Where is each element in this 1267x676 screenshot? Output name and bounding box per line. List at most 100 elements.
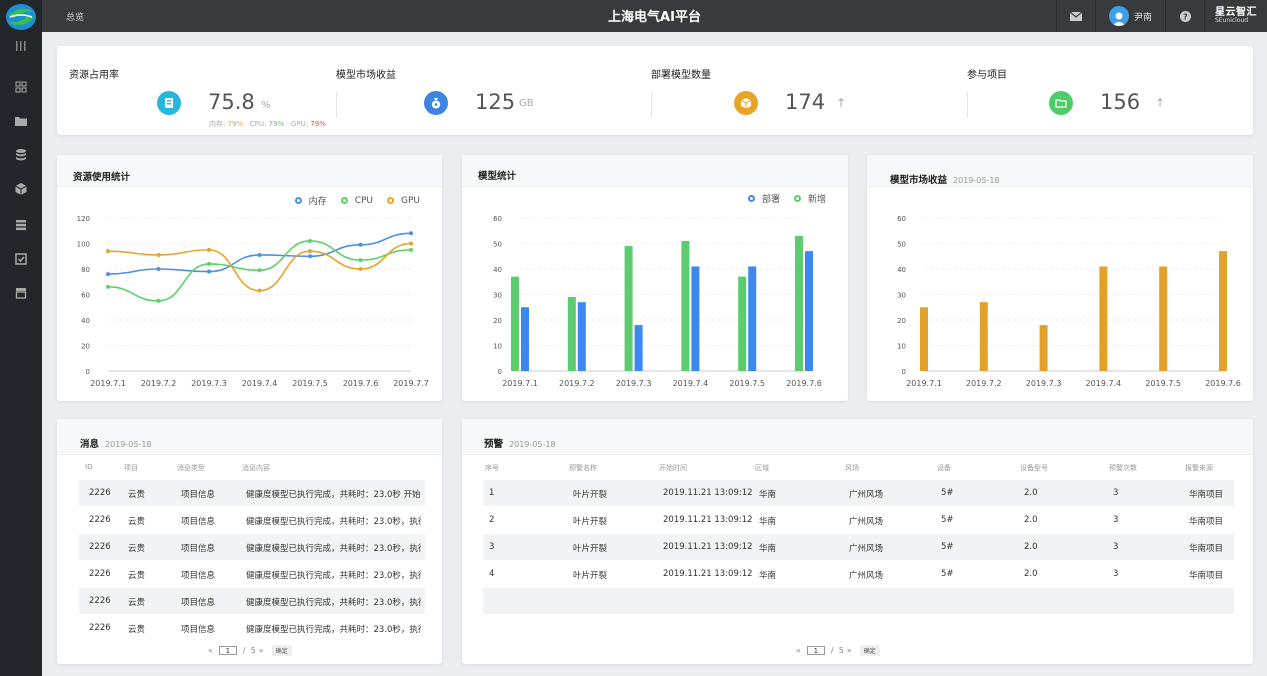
legend-item-gpu[interactable]: GPU: [387, 194, 420, 207]
table-cell: 2019.11.21 13:09:12: [663, 515, 753, 525]
stat-label-projects: 参与项目: [967, 70, 1007, 81]
table-cell: 1: [489, 488, 495, 498]
archive-icon[interactable]: [14, 286, 28, 300]
legend-label: CPU: [354, 195, 373, 206]
menu-toggle-icon[interactable]: [14, 40, 28, 52]
data-point: [358, 242, 363, 247]
data-point: [308, 238, 312, 243]
divider: [1056, 0, 1057, 32]
bar-income: [1159, 266, 1168, 371]
bar-income: [1219, 251, 1227, 371]
table-row[interactable]: 4 叶片开裂 2019.11.21 13:09:12 华南 广州风场 5# 2.0 3 华南项目: [483, 561, 1234, 587]
page-separator: /: [242, 646, 246, 655]
card-header: 预警 2019-05-18: [462, 419, 1253, 455]
go-button[interactable]: 确定: [271, 645, 292, 656]
data-point: [257, 268, 262, 273]
table-cell: 健康度模型已执行完成，共耗时：23.0秒，执行开始…: [246, 571, 421, 581]
database-icon[interactable]: [14, 148, 28, 162]
column-header: ID: [85, 463, 93, 471]
table-cell: 华南项目: [1189, 490, 1224, 500]
table-cell: 云贵: [128, 490, 146, 500]
stats-card: 资源占用率 75.8 % 内存: 79% CPU: 79% GPU: 79% 模…: [57, 46, 1253, 135]
page-input[interactable]: 1: [806, 646, 825, 655]
x-tick-label: 2019.7.4: [673, 379, 709, 388]
go-button[interactable]: 确定: [859, 645, 880, 656]
divider: [1095, 0, 1096, 32]
legend-item-cpu[interactable]: CPU: [340, 194, 373, 207]
dashboard-icon[interactable]: [14, 80, 28, 94]
stat-value-projects: 156: [1100, 90, 1141, 114]
sidebar: [0, 0, 42, 676]
box-icon: [734, 91, 758, 115]
gpu-value: 79%: [310, 120, 326, 128]
list-icon[interactable]: [14, 218, 28, 232]
column-header: 开始时间: [659, 464, 687, 472]
bar-deploy: [634, 325, 643, 371]
legend-item-memory[interactable]: 内存: [294, 194, 327, 207]
legend-marker: [793, 195, 801, 202]
mem-label: 内存:: [209, 120, 226, 128]
legend-item-deploy[interactable]: 部署: [747, 192, 780, 205]
table-row[interactable]: 3 叶片开裂 2019.11.21 13:09:12 华南 广州风场 5# 2.0 3 华南项目: [483, 534, 1234, 560]
column-header: 消息类型: [177, 464, 205, 472]
table-row[interactable]: 2226 云贵 项目信息 健康度模型已执行完成，共耗时：23.0秒，执行开始…: [79, 534, 425, 560]
card-title: 模型市场收益 2019-05-18: [890, 172, 1000, 186]
resource-breakdown: 内存: 79% CPU: 79% GPU: 79%: [209, 119, 326, 129]
table-row[interactable]: 2226 云贵 项目信息 健康度模型已执行完成，共耗时：23.0秒，执行开始…: [79, 588, 425, 614]
chart-legend: 部署 新增: [734, 192, 826, 205]
prev-page-button[interactable]: «: [796, 646, 801, 655]
mail-button[interactable]: [1057, 0, 1095, 32]
bar-income: [1099, 266, 1108, 371]
table-row[interactable]: 2226 云贵 项目信息 健康度模型已执行完成，共耗时：23.0秒，执行开始…: [79, 507, 425, 533]
table-cell: 2226: [89, 569, 111, 579]
table-row[interactable]: 2 叶片开裂 2019.11.21 13:09:12 华南 广州风场 5# 2.0 3 华南项目: [483, 507, 1234, 533]
y-tick-label: 30: [493, 292, 502, 300]
table-cell: 云贵: [128, 571, 146, 581]
page-input[interactable]: 1: [218, 646, 237, 655]
breadcrumb[interactable]: 总览: [66, 13, 85, 23]
table-cell: 2226: [89, 488, 111, 498]
model-bar-chart: 0 10 20 30 40 50 60 2019.7.1 2019.7.2 2019.7.3 201…: [493, 215, 822, 388]
user-name: 尹南: [1133, 12, 1152, 23]
user-menu[interactable]: 尹南: [1096, 0, 1165, 32]
table-cell: 2226: [89, 596, 111, 606]
bar-deploy: [577, 302, 586, 371]
table-cell: 3: [489, 542, 495, 552]
prev-page-button[interactable]: «: [208, 646, 213, 655]
legend-item-new[interactable]: 新增: [793, 192, 826, 205]
y-tick-label: 40: [897, 266, 906, 274]
table-cell: 华南: [759, 544, 777, 554]
legend-marker: [747, 195, 755, 202]
table-cell: 健康度模型已执行完成，共耗时：23.0秒，执行开始…: [246, 598, 421, 608]
column-header: 设备型号: [1020, 464, 1048, 472]
table-cell: 项目信息: [181, 544, 216, 554]
x-tick-label: 2019.7.5: [729, 379, 765, 388]
data-point: [207, 269, 211, 274]
x-tick-label: 2019.7.7: [393, 379, 429, 388]
stat-value-deploy: 174: [785, 90, 826, 114]
table-row[interactable]: 2226 云贵 项目信息 健康度模型已执行完成，共耗时：23.0秒，执行开始…: [79, 615, 425, 641]
legend-marker: [340, 197, 348, 204]
table-row[interactable]: 1 叶片开裂 2019.11.21 13:09:12 华南 广州风场 5# 2.0 3 华南项目: [483, 480, 1234, 506]
bar-new: [795, 235, 803, 371]
cube-icon[interactable]: [14, 182, 28, 196]
table-row[interactable]: [483, 588, 1234, 614]
card-header: 消息 2019-05-18: [57, 419, 442, 455]
stat-unit-market: GB: [519, 98, 534, 109]
messages-pagination: « 1 / 5 » 确定: [208, 645, 292, 656]
inbox-icon[interactable]: [14, 252, 28, 266]
bar-new: [681, 240, 690, 371]
table-cell: 广州风场: [849, 544, 884, 554]
legend-label: GPU: [401, 195, 420, 206]
bar-new: [738, 276, 747, 371]
app-logo[interactable]: [4, 2, 38, 32]
table-row[interactable]: 2226 云贵 项目信息 健康度模型已执行完成，共耗时：23.0秒 开始…: [79, 480, 425, 506]
next-page-button[interactable]: »: [258, 646, 264, 655]
table-cell: 2: [489, 515, 495, 525]
next-page-button[interactable]: »: [846, 646, 852, 655]
help-button[interactable]: ?: [1166, 0, 1204, 32]
folder-icon[interactable]: [14, 114, 28, 128]
table-cell: 广州风场: [849, 517, 884, 527]
table-row[interactable]: 2226 云贵 项目信息 健康度模型已执行完成，共耗时：23.0秒，执行开始…: [79, 561, 425, 587]
x-tick-label: 2019.7.6: [343, 379, 379, 388]
